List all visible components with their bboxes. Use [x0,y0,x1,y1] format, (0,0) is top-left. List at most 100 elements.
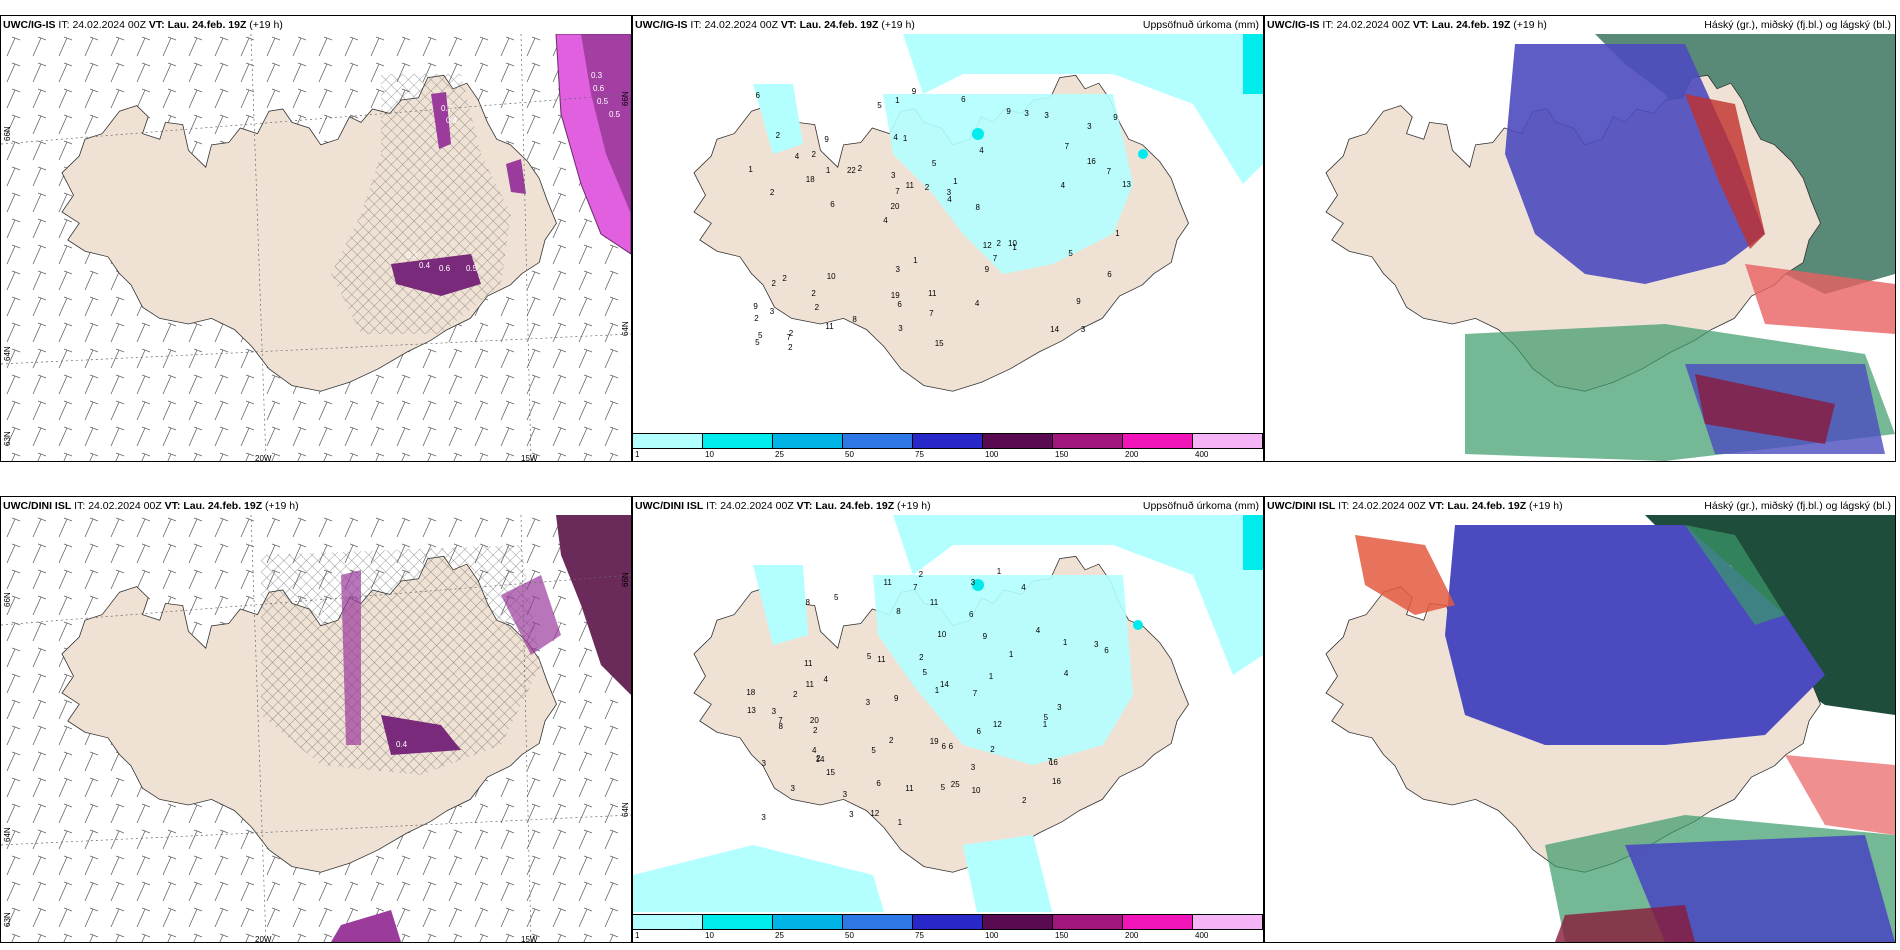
station-value: 6 [1107,269,1112,279]
contour-label: 0.4 [396,740,408,749]
station-value: 19 [929,737,939,747]
lat-label-64n-right: 64N [621,802,630,817]
station-value: 9 [984,264,990,274]
station-value: 15 [826,767,835,777]
station-value: 11 [928,288,937,298]
contour-label: 0.3 [406,251,418,260]
station-value: 4 [947,194,952,204]
legend-tick-label: 25 [775,931,784,940]
station-value: 4 [883,216,888,226]
station-value: 8 [805,598,810,608]
station-value: 1 [988,671,994,681]
station-value: 9 [894,694,899,704]
station-value: 5 [755,338,760,348]
legend-ticks: 1 10 25 50 75 100 150 200 400 [633,931,1263,941]
station-value: 4 [1035,625,1041,635]
station-value: 2 [811,149,816,159]
panel-wind-ig-is: UWC/IG-IS IT: 24.02.2024 00Z VT: Lau. 24… [0,15,632,462]
legend-cells [633,914,1263,930]
station-value: 20 [809,716,819,726]
station-value: 2 [782,273,787,283]
legend-tick-label: 400 [1195,931,1209,940]
station-value: 3 [970,763,976,773]
station-value: 7 [786,333,791,343]
station-value: 3 [790,783,795,793]
station-value: 6 [1104,646,1109,656]
legend-tick-label: 100 [985,450,999,459]
station-value: 4 [823,674,828,684]
station-value: 7 [1106,166,1112,176]
lat-label-66n: 66N [3,126,12,141]
panel-wind-dini: UWC/DINI ISL IT: 24.02.2024 00Z VT: Lau.… [0,496,632,943]
station-value: 2 [918,570,924,580]
station-value: 11 [804,658,813,668]
panel-variable-title: Uppsöfnuð úrkoma (mm) [1142,500,1259,512]
precip-legend: 1 10 25 50 75 100 150 200 400 [633,431,1263,461]
station-value: 2 [812,725,818,735]
station-value: 5 [877,101,882,111]
legend-tick-label: 200 [1125,931,1139,940]
legend-swatch [633,434,703,448]
station-value: 9 [1076,296,1081,306]
station-value: 3 [1024,108,1029,118]
legend-tick-label: 75 [915,450,924,459]
station-value: 5 [940,782,946,792]
station-value: 2 [1021,795,1027,805]
station-value: 8 [852,314,857,324]
station-value: 3 [895,265,900,275]
contour-label: 0.6 [593,84,605,93]
station-value: 11 [883,578,892,587]
contour-label: 0.5 [321,607,333,616]
station-value: 1 [1115,229,1120,239]
legend-swatch [983,434,1053,448]
station-value: 1 [1062,638,1068,648]
station-value: 1 [748,165,753,175]
station-value: 5 [833,593,839,603]
legend-swatch [1123,915,1193,929]
legend-swatch [1053,434,1123,448]
station-value: 13 [1122,180,1131,190]
station-value: 3 [1087,122,1092,132]
precip-legend: 1 10 25 50 75 100 150 200 400 [633,912,1263,942]
legend-swatch [773,915,843,929]
station-value: 3 [946,187,952,197]
station-value: 4 [893,133,898,143]
station-value: 1 [895,96,900,106]
station-value: 6 [961,95,966,105]
station-value: 2 [919,652,924,662]
station-value: 2 [996,239,1001,249]
station-value: 20 [890,201,900,211]
station-value: 2 [769,188,775,198]
station-value: 15 [934,339,944,349]
station-value: 2 [793,689,798,699]
station-value: 2 [857,164,863,173]
station-value: 5 [757,330,763,340]
legend-tick-label: 400 [1195,450,1209,459]
station-value: 3 [865,697,871,707]
station-value: 3 [970,578,976,588]
panel-title: UWC/DINI ISL IT: 24.02.2024 00Z VT: Lau.… [3,500,299,512]
legend-tick-label: 75 [915,931,924,940]
lon-label-20w: 20W [255,935,272,943]
station-value: 3 [891,171,896,181]
station-value: 11 [805,679,814,689]
panel-title: UWC/IG-IS IT: 24.02.2024 00Z VT: Lau. 24… [635,19,915,31]
station-value: 8 [896,607,901,617]
station-value: 22 [846,165,856,175]
station-value: 4 [974,299,980,309]
station-value: 6 [948,742,954,752]
lon-label-15w: 15W [521,454,538,462]
station-value: 1 [934,685,940,695]
lat-label-63n: 63N [3,431,12,446]
station-value: 1 [953,177,958,187]
station-value: 2 [924,182,930,192]
station-value: 7 [992,254,998,264]
panel-precip-ig-is: UWC/IG-IS IT: 24.02.2024 00Z VT: Lau. 24… [632,15,1264,462]
contour-label: 0.3 [559,619,571,628]
lat-label-63n: 63N [3,912,12,927]
station-value: 19 [890,290,900,300]
station-value: 9 [982,632,988,642]
station-value: 9 [911,86,917,96]
station-value: 11 [905,784,914,794]
legend-swatch [843,915,913,929]
